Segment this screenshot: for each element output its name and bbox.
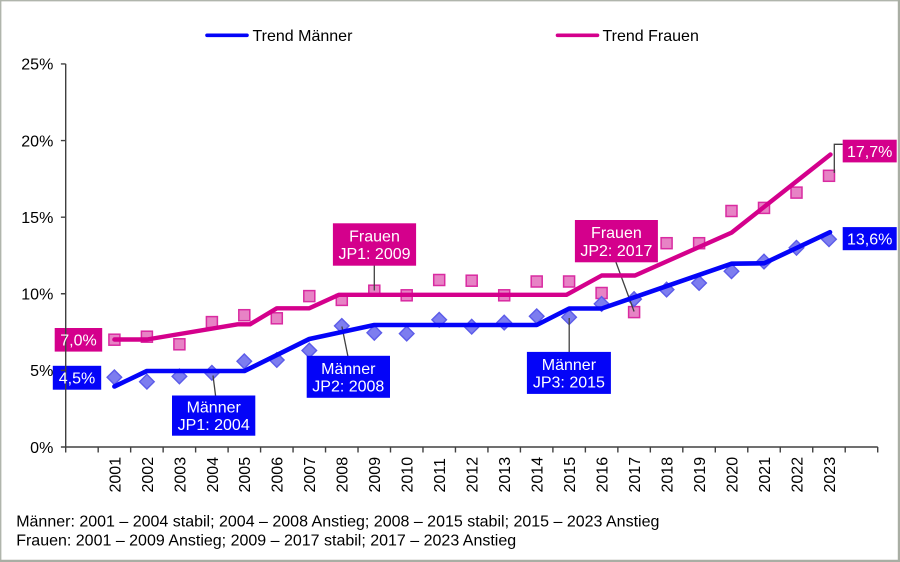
svg-text:2009: 2009 — [367, 457, 384, 493]
svg-text:5%: 5% — [30, 363, 53, 380]
svg-text:13,6%: 13,6% — [847, 232, 892, 249]
svg-text:2012: 2012 — [465, 457, 482, 493]
svg-text:Trend Frauen: Trend Frauen — [603, 28, 699, 45]
svg-text:2013: 2013 — [497, 457, 514, 493]
svg-text:2022: 2022 — [789, 457, 806, 493]
svg-text:2021: 2021 — [757, 457, 774, 493]
svg-text:25%: 25% — [21, 57, 53, 74]
svg-text:2006: 2006 — [270, 457, 287, 493]
svg-text:17,7%: 17,7% — [847, 144, 892, 161]
svg-text:2001: 2001 — [107, 457, 124, 493]
svg-text:Männer: Männer — [187, 400, 242, 417]
svg-text:Männer: Männer — [542, 357, 597, 374]
svg-text:Trend Männer: Trend Männer — [253, 28, 354, 45]
svg-text:10%: 10% — [21, 287, 53, 304]
svg-text:JP3: 2015: JP3: 2015 — [533, 375, 605, 392]
svg-text:2005: 2005 — [237, 457, 254, 493]
svg-text:2023: 2023 — [822, 457, 839, 493]
svg-text:Frauen: 2001 – 2009 Anstieg; 2: Frauen: 2001 – 2009 Anstieg; 2009 – 2017… — [16, 532, 516, 549]
svg-text:15%: 15% — [21, 210, 53, 227]
svg-text:4,5%: 4,5% — [59, 371, 95, 388]
svg-text:2016: 2016 — [595, 457, 612, 493]
svg-text:2019: 2019 — [692, 457, 709, 493]
svg-text:Männer: 2001 – 2004 stabil; 20: Männer: 2001 – 2004 stabil; 2004 – 2008 … — [16, 514, 659, 531]
svg-text:2007: 2007 — [302, 457, 319, 493]
svg-text:2018: 2018 — [660, 457, 677, 493]
svg-text:20%: 20% — [21, 133, 53, 150]
svg-text:Frauen: Frauen — [349, 229, 400, 246]
svg-text:Frauen: Frauen — [591, 225, 642, 242]
svg-text:JP1: 2004: JP1: 2004 — [178, 417, 250, 434]
svg-text:2010: 2010 — [400, 457, 417, 493]
svg-text:2002: 2002 — [140, 457, 157, 493]
svg-text:2015: 2015 — [562, 457, 579, 493]
svg-text:2011: 2011 — [432, 458, 449, 493]
svg-text:JP2: 2008: JP2: 2008 — [312, 378, 384, 395]
svg-text:JP1: 2009: JP1: 2009 — [338, 246, 410, 263]
svg-text:2008: 2008 — [335, 457, 352, 493]
svg-text:2004: 2004 — [205, 457, 222, 493]
svg-text:2014: 2014 — [530, 457, 547, 493]
svg-text:Männer: Männer — [321, 361, 376, 378]
svg-text:JP2: 2017: JP2: 2017 — [580, 243, 652, 260]
svg-text:2020: 2020 — [724, 457, 741, 493]
svg-text:2017: 2017 — [627, 457, 644, 493]
svg-text:2003: 2003 — [172, 457, 189, 493]
svg-text:0%: 0% — [30, 440, 53, 457]
svg-text:7,0%: 7,0% — [60, 333, 96, 350]
